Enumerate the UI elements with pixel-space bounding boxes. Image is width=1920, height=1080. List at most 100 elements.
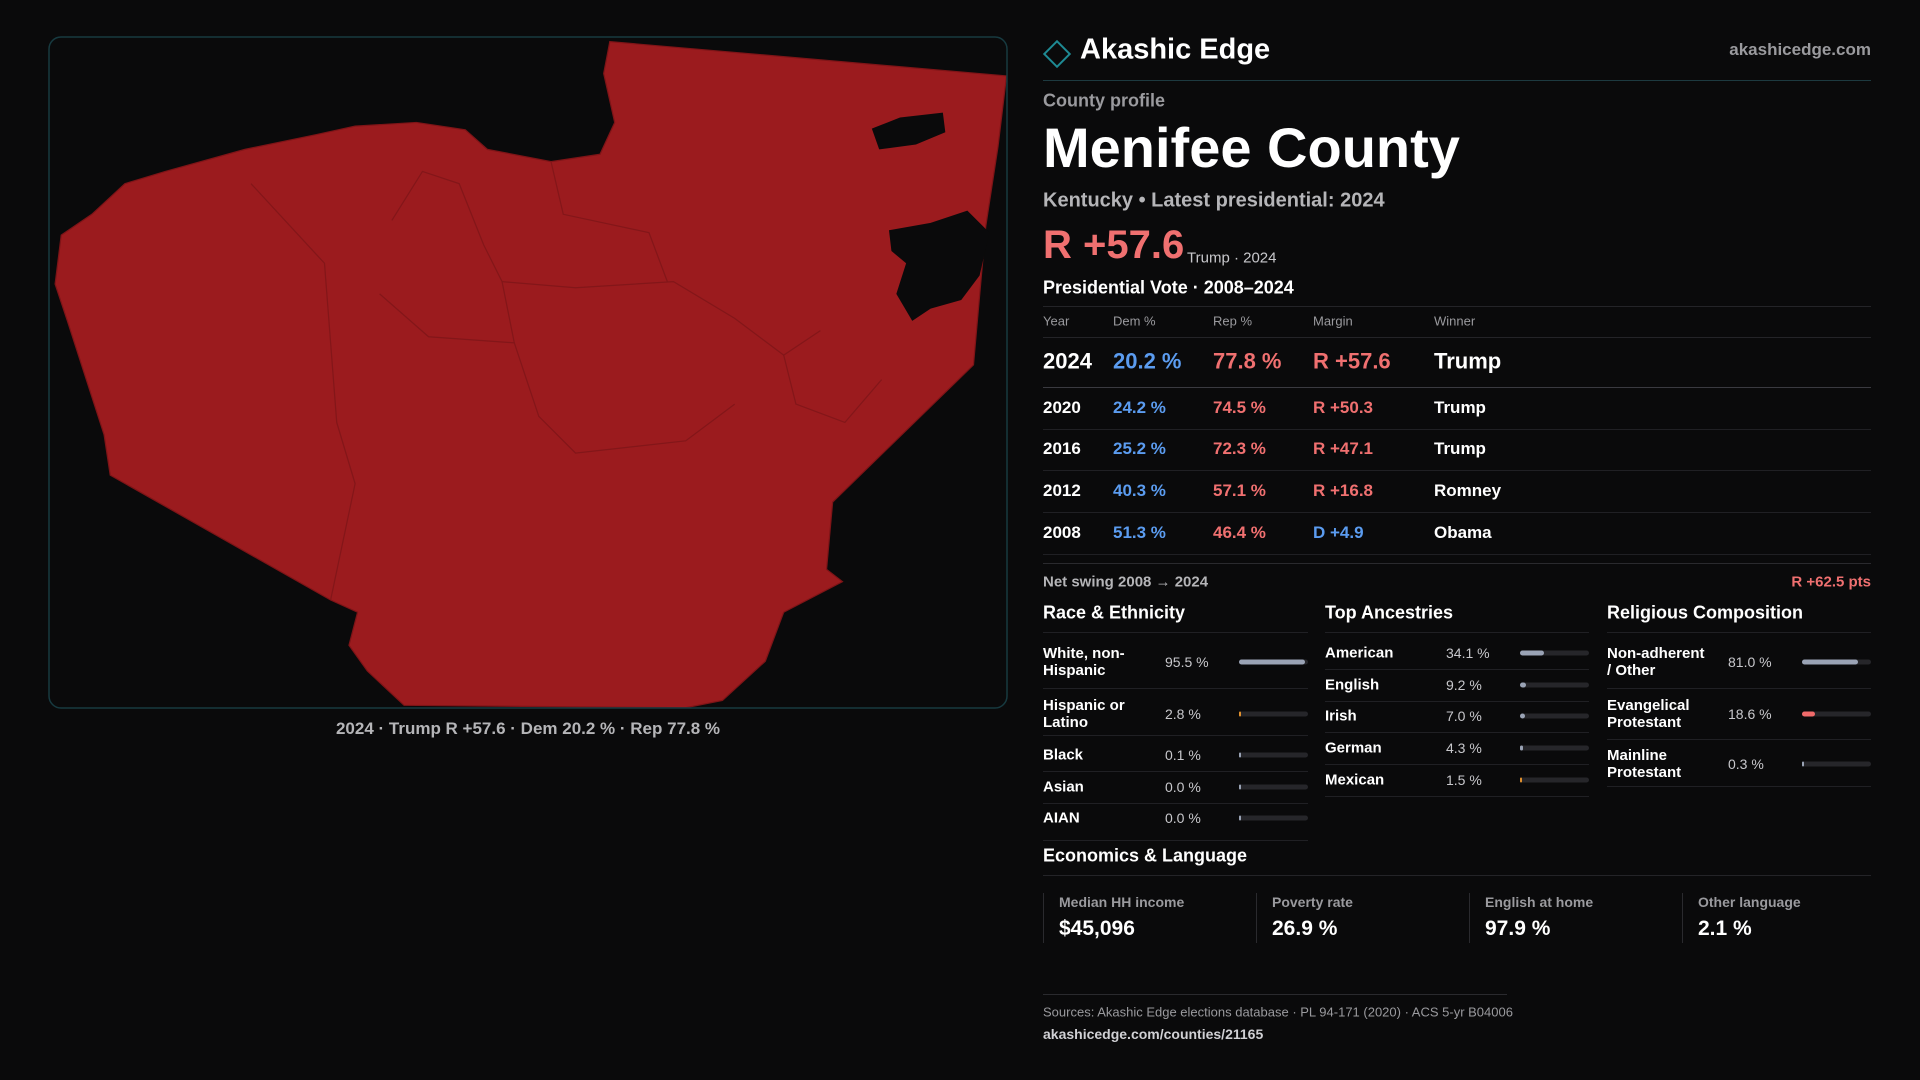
row-value: 0.0 % xyxy=(1165,809,1201,826)
row-label: Mexican xyxy=(1325,771,1385,789)
stat-value: 2.1 % xyxy=(1698,916,1752,940)
row-value: 1.5 % xyxy=(1446,771,1482,788)
stat-border xyxy=(1682,893,1683,943)
bar xyxy=(1239,752,1241,758)
divider xyxy=(1043,632,1308,633)
row-label: Irish xyxy=(1325,707,1357,725)
stat-value: $45,096 xyxy=(1059,916,1135,940)
stat-label: Other language xyxy=(1698,893,1801,910)
row-label: Evangelical Protestant xyxy=(1607,696,1690,731)
row-value: 18.6 % xyxy=(1728,705,1772,722)
bar xyxy=(1239,659,1305,665)
bar-track xyxy=(1802,711,1871,717)
divider xyxy=(1325,732,1589,733)
row-label: Mainline Protestant xyxy=(1607,746,1682,781)
divider xyxy=(1043,875,1871,876)
bar-track xyxy=(1520,713,1589,719)
table-cell: Romney xyxy=(1434,481,1502,501)
map-notch xyxy=(871,112,946,150)
row-value: 0.0 % xyxy=(1165,778,1201,795)
table-cell: 20.2 % xyxy=(1113,348,1182,374)
divider xyxy=(1043,429,1871,430)
stat-border xyxy=(1043,893,1044,943)
bar-track xyxy=(1802,659,1871,665)
stat-border xyxy=(1256,893,1257,943)
subdivision-lines xyxy=(250,161,883,601)
map-frame xyxy=(48,36,1008,709)
row-value: 7.0 % xyxy=(1446,707,1482,724)
row-label: AIAN xyxy=(1043,809,1080,827)
bar xyxy=(1520,713,1525,719)
divider xyxy=(1043,734,1308,736)
bar-track xyxy=(1239,784,1308,790)
row-value: 0.3 % xyxy=(1728,755,1764,772)
stat-label: Poverty rate xyxy=(1272,893,1353,910)
divider xyxy=(1043,554,1871,555)
row-value: 34.1 % xyxy=(1446,644,1490,661)
bar xyxy=(1802,659,1858,665)
column-header: Margin xyxy=(1313,313,1353,329)
bar xyxy=(1239,711,1241,717)
county-title: Menifee County xyxy=(1043,115,1460,179)
row-label: Black xyxy=(1043,746,1084,764)
row-label: English xyxy=(1325,676,1380,694)
table-cell: Trump xyxy=(1434,398,1486,418)
bar xyxy=(1520,777,1522,783)
bar xyxy=(1239,784,1241,790)
bar-track xyxy=(1239,711,1308,717)
row-label: German xyxy=(1325,739,1382,757)
divider xyxy=(1043,771,1308,772)
table-cell: 2024 xyxy=(1043,348,1092,374)
bar-track xyxy=(1802,761,1871,767)
table-cell: R +16.8 xyxy=(1313,481,1374,501)
row-value: 2.8 % xyxy=(1165,705,1201,722)
table-cell: 25.2 % xyxy=(1113,439,1166,459)
divider xyxy=(1325,632,1589,633)
divider xyxy=(1043,688,1308,689)
table-cell: 40.3 % xyxy=(1113,481,1166,501)
bar-track xyxy=(1520,777,1589,783)
section-title: Economics & Language xyxy=(1043,845,1248,866)
divider xyxy=(1043,840,1308,841)
table-cell: R +57.6 xyxy=(1313,348,1391,374)
table-cell: 72.3 % xyxy=(1213,439,1266,459)
divider xyxy=(1043,337,1871,338)
table-cell: 2020 xyxy=(1043,398,1081,418)
bar xyxy=(1239,815,1241,821)
table-cell: Trump xyxy=(1434,348,1502,374)
map-notch xyxy=(888,210,990,321)
logo xyxy=(1042,39,1072,69)
stat-border xyxy=(1469,893,1470,943)
divider xyxy=(1043,563,1871,564)
divider xyxy=(1043,470,1871,471)
divider xyxy=(1325,796,1589,797)
row-value: 9.2 % xyxy=(1446,676,1482,693)
divider xyxy=(1607,632,1871,633)
row-label: Hispanic or Latino xyxy=(1043,696,1125,731)
table-title: Presidential Vote · 2008–2024 xyxy=(1043,277,1294,298)
sources: Sources: Akashic Edge elections database… xyxy=(1043,1004,1513,1020)
bar-track xyxy=(1239,659,1308,665)
table-cell: Trump xyxy=(1434,439,1486,459)
row-value: 81.0 % xyxy=(1728,653,1772,670)
bar-track xyxy=(1239,752,1308,758)
table-cell: 77.8 % xyxy=(1213,348,1282,374)
stat-label: English at home xyxy=(1485,893,1594,910)
column-header: Year xyxy=(1043,313,1070,329)
stat-label: Median HH income xyxy=(1059,893,1185,910)
source-url: akashicedge.com/counties/21165 xyxy=(1043,1025,1264,1042)
bar xyxy=(1520,745,1523,751)
section-title: Top Ancestries xyxy=(1325,602,1454,623)
row-value: 0.1 % xyxy=(1165,746,1201,763)
table-cell: 2012 xyxy=(1043,481,1081,501)
column-header: Dem % xyxy=(1113,313,1156,329)
table-cell: 24.2 % xyxy=(1113,398,1166,418)
table-cell: 2016 xyxy=(1043,439,1081,459)
bar-track xyxy=(1520,650,1589,656)
divider xyxy=(1325,700,1589,702)
row-label: Asian xyxy=(1043,778,1084,796)
bar-track xyxy=(1239,815,1308,821)
stat-value: 26.9 % xyxy=(1272,916,1338,940)
divider xyxy=(1607,739,1871,740)
table-cell: R +47.1 xyxy=(1313,439,1374,459)
